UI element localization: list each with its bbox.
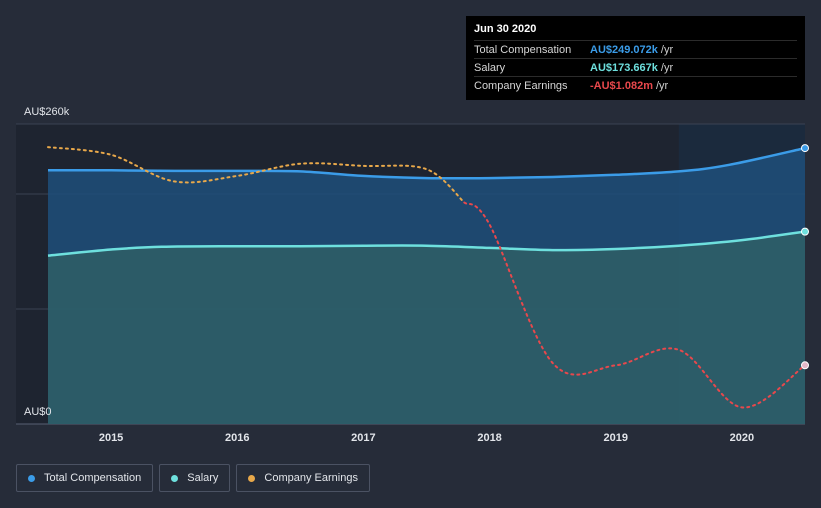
x-tick-label: 2019 xyxy=(604,432,628,444)
company-earnings-line-positive xyxy=(47,146,466,204)
legend-item-company-earnings[interactable]: Company Earnings xyxy=(236,464,370,492)
salary-end-point xyxy=(801,227,809,236)
tooltip-value: AU$173.667k xyxy=(590,61,658,74)
total-compensation-end-point xyxy=(801,144,809,153)
data-tooltip: Jun 30 2020 Total Compensation AU$249.07… xyxy=(466,16,805,100)
salary-area xyxy=(48,231,805,424)
legend-label: Salary xyxy=(187,472,219,484)
y-axis-bottom-label: AU$0 xyxy=(24,406,52,418)
tooltip-date: Jun 30 2020 xyxy=(474,23,537,35)
tooltip-unit: /yr xyxy=(655,79,669,92)
legend-dot-icon xyxy=(171,474,179,482)
y-axis-top-label: AU$260k xyxy=(24,106,70,118)
legend-dot-icon xyxy=(248,474,256,482)
legend-dot-icon xyxy=(28,474,35,482)
chart-legend: Total Compensation Salary Company Earnin… xyxy=(16,464,370,492)
x-tick-label: 2020 xyxy=(730,432,754,444)
legend-item-salary[interactable]: Salary xyxy=(159,464,231,492)
tooltip-unit: /yr xyxy=(660,43,674,56)
x-tick-label: 2018 xyxy=(477,432,501,444)
tooltip-label: Salary xyxy=(474,61,506,74)
tooltip-value: AU$249.072k xyxy=(590,43,658,56)
tooltip-unit: /yr xyxy=(660,61,674,74)
tooltip-value: -AU$1.082m xyxy=(590,79,653,92)
tooltip-row-total-compensation: Total Compensation AU$249.072k /yr xyxy=(474,40,797,58)
x-tick-label: 2017 xyxy=(351,432,375,444)
company-earnings-line-negative xyxy=(463,201,806,409)
legend-label: Company Earnings xyxy=(264,472,358,484)
tooltip-label: Company Earnings xyxy=(474,79,568,92)
x-tick-label: 2016 xyxy=(225,432,249,444)
tooltip-label: Total Compensation xyxy=(474,43,572,56)
total-compensation-line xyxy=(47,146,806,180)
legend-label: Total Compensation xyxy=(44,472,142,484)
company-earnings-end-point xyxy=(801,361,809,370)
tooltip-row-salary: Salary AU$173.667k /yr xyxy=(474,58,797,76)
tooltip-row-company-earnings: Company Earnings -AU$1.082m /yr xyxy=(474,76,797,94)
x-tick-label: 2015 xyxy=(99,432,123,444)
legend-item-total-compensation[interactable]: Total Compensation xyxy=(16,464,154,492)
salary-line xyxy=(47,230,806,257)
